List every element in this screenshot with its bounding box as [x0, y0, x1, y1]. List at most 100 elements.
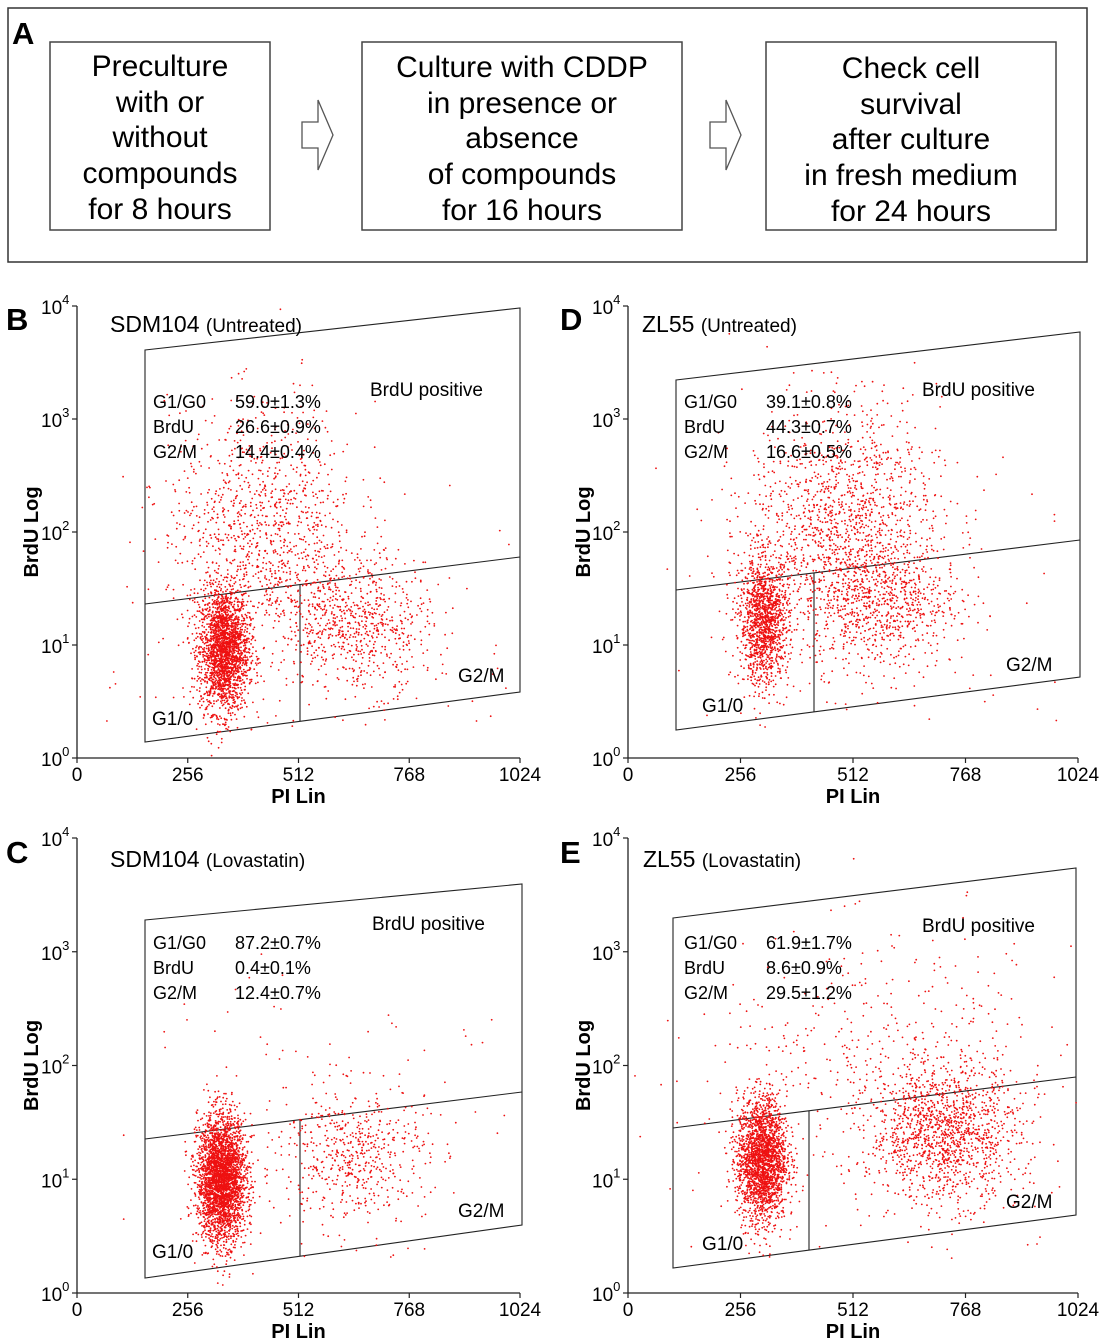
scatter-point	[250, 678, 253, 681]
scatter-point	[325, 658, 328, 661]
scatter-point	[208, 488, 211, 491]
scatter-point	[287, 586, 289, 589]
scatter-point	[734, 675, 736, 678]
scatter-point	[192, 524, 195, 527]
scatter-point	[775, 567, 778, 569]
scatter-point	[391, 577, 394, 580]
scatter-point	[219, 648, 222, 651]
scatter-point	[237, 589, 239, 592]
scatter-point	[736, 646, 739, 649]
scatter-point	[178, 523, 181, 526]
scatter-point	[379, 556, 382, 559]
scatter-point	[349, 584, 351, 587]
scatter-point	[219, 548, 221, 551]
scatter-point	[788, 597, 791, 600]
scatter-point	[363, 535, 366, 538]
scatter-point	[371, 636, 374, 639]
scatter-point	[317, 525, 319, 528]
scatter-point	[202, 551, 205, 553]
scatter-point	[255, 503, 258, 506]
scatter-point	[221, 472, 224, 474]
scatter-point	[746, 596, 749, 599]
scatter-point	[210, 648, 213, 651]
scatter-point	[182, 641, 185, 644]
scatter-point	[320, 524, 323, 527]
scatter-point	[325, 697, 328, 700]
scatter-point	[235, 718, 238, 720]
scatter-point	[229, 465, 232, 468]
scatter-point	[287, 597, 290, 599]
scatter-point	[329, 604, 332, 607]
scatter-point	[190, 501, 193, 504]
scatter-point	[384, 636, 386, 639]
scatter-point	[787, 677, 790, 679]
scatter-point	[341, 571, 344, 574]
scatter-point	[191, 615, 194, 618]
scatter-point	[744, 620, 746, 623]
scatter-point	[394, 601, 397, 603]
scatter-point	[776, 602, 779, 605]
scatter-point	[223, 624, 226, 627]
scatter-point	[368, 613, 371, 616]
scatter-point	[346, 609, 348, 612]
scatter-point	[242, 600, 244, 603]
scatter-point	[269, 562, 272, 565]
scatter-point	[299, 594, 302, 597]
scatter-point	[340, 653, 342, 656]
scatter-point	[204, 528, 207, 531]
scatter-point	[235, 679, 238, 682]
scatter-point	[300, 644, 303, 647]
scatter-point	[386, 558, 388, 561]
scatter-point	[233, 658, 236, 661]
scatter-point	[285, 585, 287, 587]
scatter-point	[217, 459, 220, 462]
scatter-point	[245, 604, 248, 606]
scatter-point	[249, 624, 252, 627]
scatter-point	[250, 543, 253, 546]
scatter-point	[218, 439, 221, 441]
scatter-point	[386, 655, 388, 657]
scatter-point	[364, 683, 366, 685]
scatter-point	[273, 585, 275, 588]
scatter-point	[213, 501, 216, 504]
scatter-point	[227, 481, 230, 484]
scatter-point	[793, 567, 796, 569]
scatter-point	[310, 591, 313, 594]
scatter-point	[771, 628, 774, 631]
scatter-point	[379, 604, 381, 606]
scatter-point	[219, 602, 221, 605]
scatter-point	[228, 663, 231, 666]
scatter-point	[352, 627, 355, 630]
scatter-point	[383, 594, 385, 596]
scatter-point	[495, 644, 497, 647]
scatter-point	[300, 661, 302, 664]
scatter-point	[255, 664, 258, 666]
scatter-point	[295, 644, 298, 646]
scatter-point	[167, 584, 170, 586]
scatter-point	[233, 646, 236, 649]
scatter-point	[296, 576, 298, 579]
scatter-point	[191, 560, 194, 562]
scatter-point	[256, 674, 259, 677]
scatter-point	[202, 697, 205, 699]
scatter-point	[385, 618, 388, 621]
scatter-point	[761, 539, 763, 542]
scatter-point	[360, 633, 363, 636]
scatter-point	[235, 490, 238, 492]
scatter-point	[225, 727, 228, 730]
scatter-point	[312, 495, 315, 497]
scatter-point	[237, 686, 240, 689]
scatter-point	[196, 675, 199, 678]
scatter-point	[223, 648, 226, 650]
scatter-point	[261, 585, 264, 588]
scatter-point	[410, 600, 412, 603]
scatter-point	[345, 668, 347, 671]
scatter-point	[294, 631, 296, 633]
scatter-point	[269, 570, 272, 572]
scatter-point	[298, 557, 300, 560]
scatter-point	[220, 737, 223, 740]
scatter-point	[215, 733, 218, 736]
scatter-point	[278, 699, 281, 702]
scatter-point	[765, 686, 768, 689]
scatter-point	[311, 557, 314, 560]
